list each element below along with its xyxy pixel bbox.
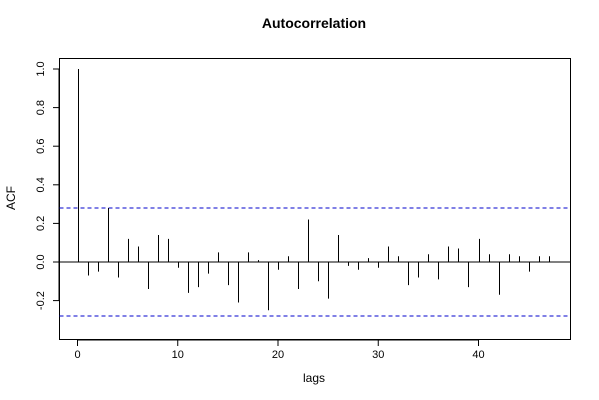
x-tick-label-10: 10 xyxy=(172,349,184,361)
y-tick-label-5: 0.8 xyxy=(35,100,47,115)
y-tick-label-2: 0.2 xyxy=(35,216,47,231)
x-tick-label-0: 0 xyxy=(74,349,80,361)
y-axis-label: ACF xyxy=(4,186,18,210)
acf-bars xyxy=(78,69,550,311)
x-axis: 0 10 20 30 40 xyxy=(74,339,485,361)
x-tick-label-40: 40 xyxy=(472,349,484,361)
plot-area xyxy=(59,58,571,340)
y-tick-label-1: 0.0 xyxy=(35,254,47,269)
y-tick-label-4: 0.6 xyxy=(35,139,47,154)
y-tick-label-0: -0.2 xyxy=(35,291,47,310)
confidence-bounds xyxy=(59,207,571,317)
x-axis-label: lags xyxy=(303,371,325,385)
x-tick-label-20: 20 xyxy=(272,349,284,361)
y-tick-label-3: 0.4 xyxy=(35,177,47,192)
chart-title: Autocorrelation xyxy=(262,15,366,31)
y-tick-label-6: 1.0 xyxy=(35,61,47,76)
y-axis: -0.2 0.0 0.2 0.4 0.6 0.8 1.0 xyxy=(35,61,60,310)
x-tick-label-30: 30 xyxy=(372,349,384,361)
